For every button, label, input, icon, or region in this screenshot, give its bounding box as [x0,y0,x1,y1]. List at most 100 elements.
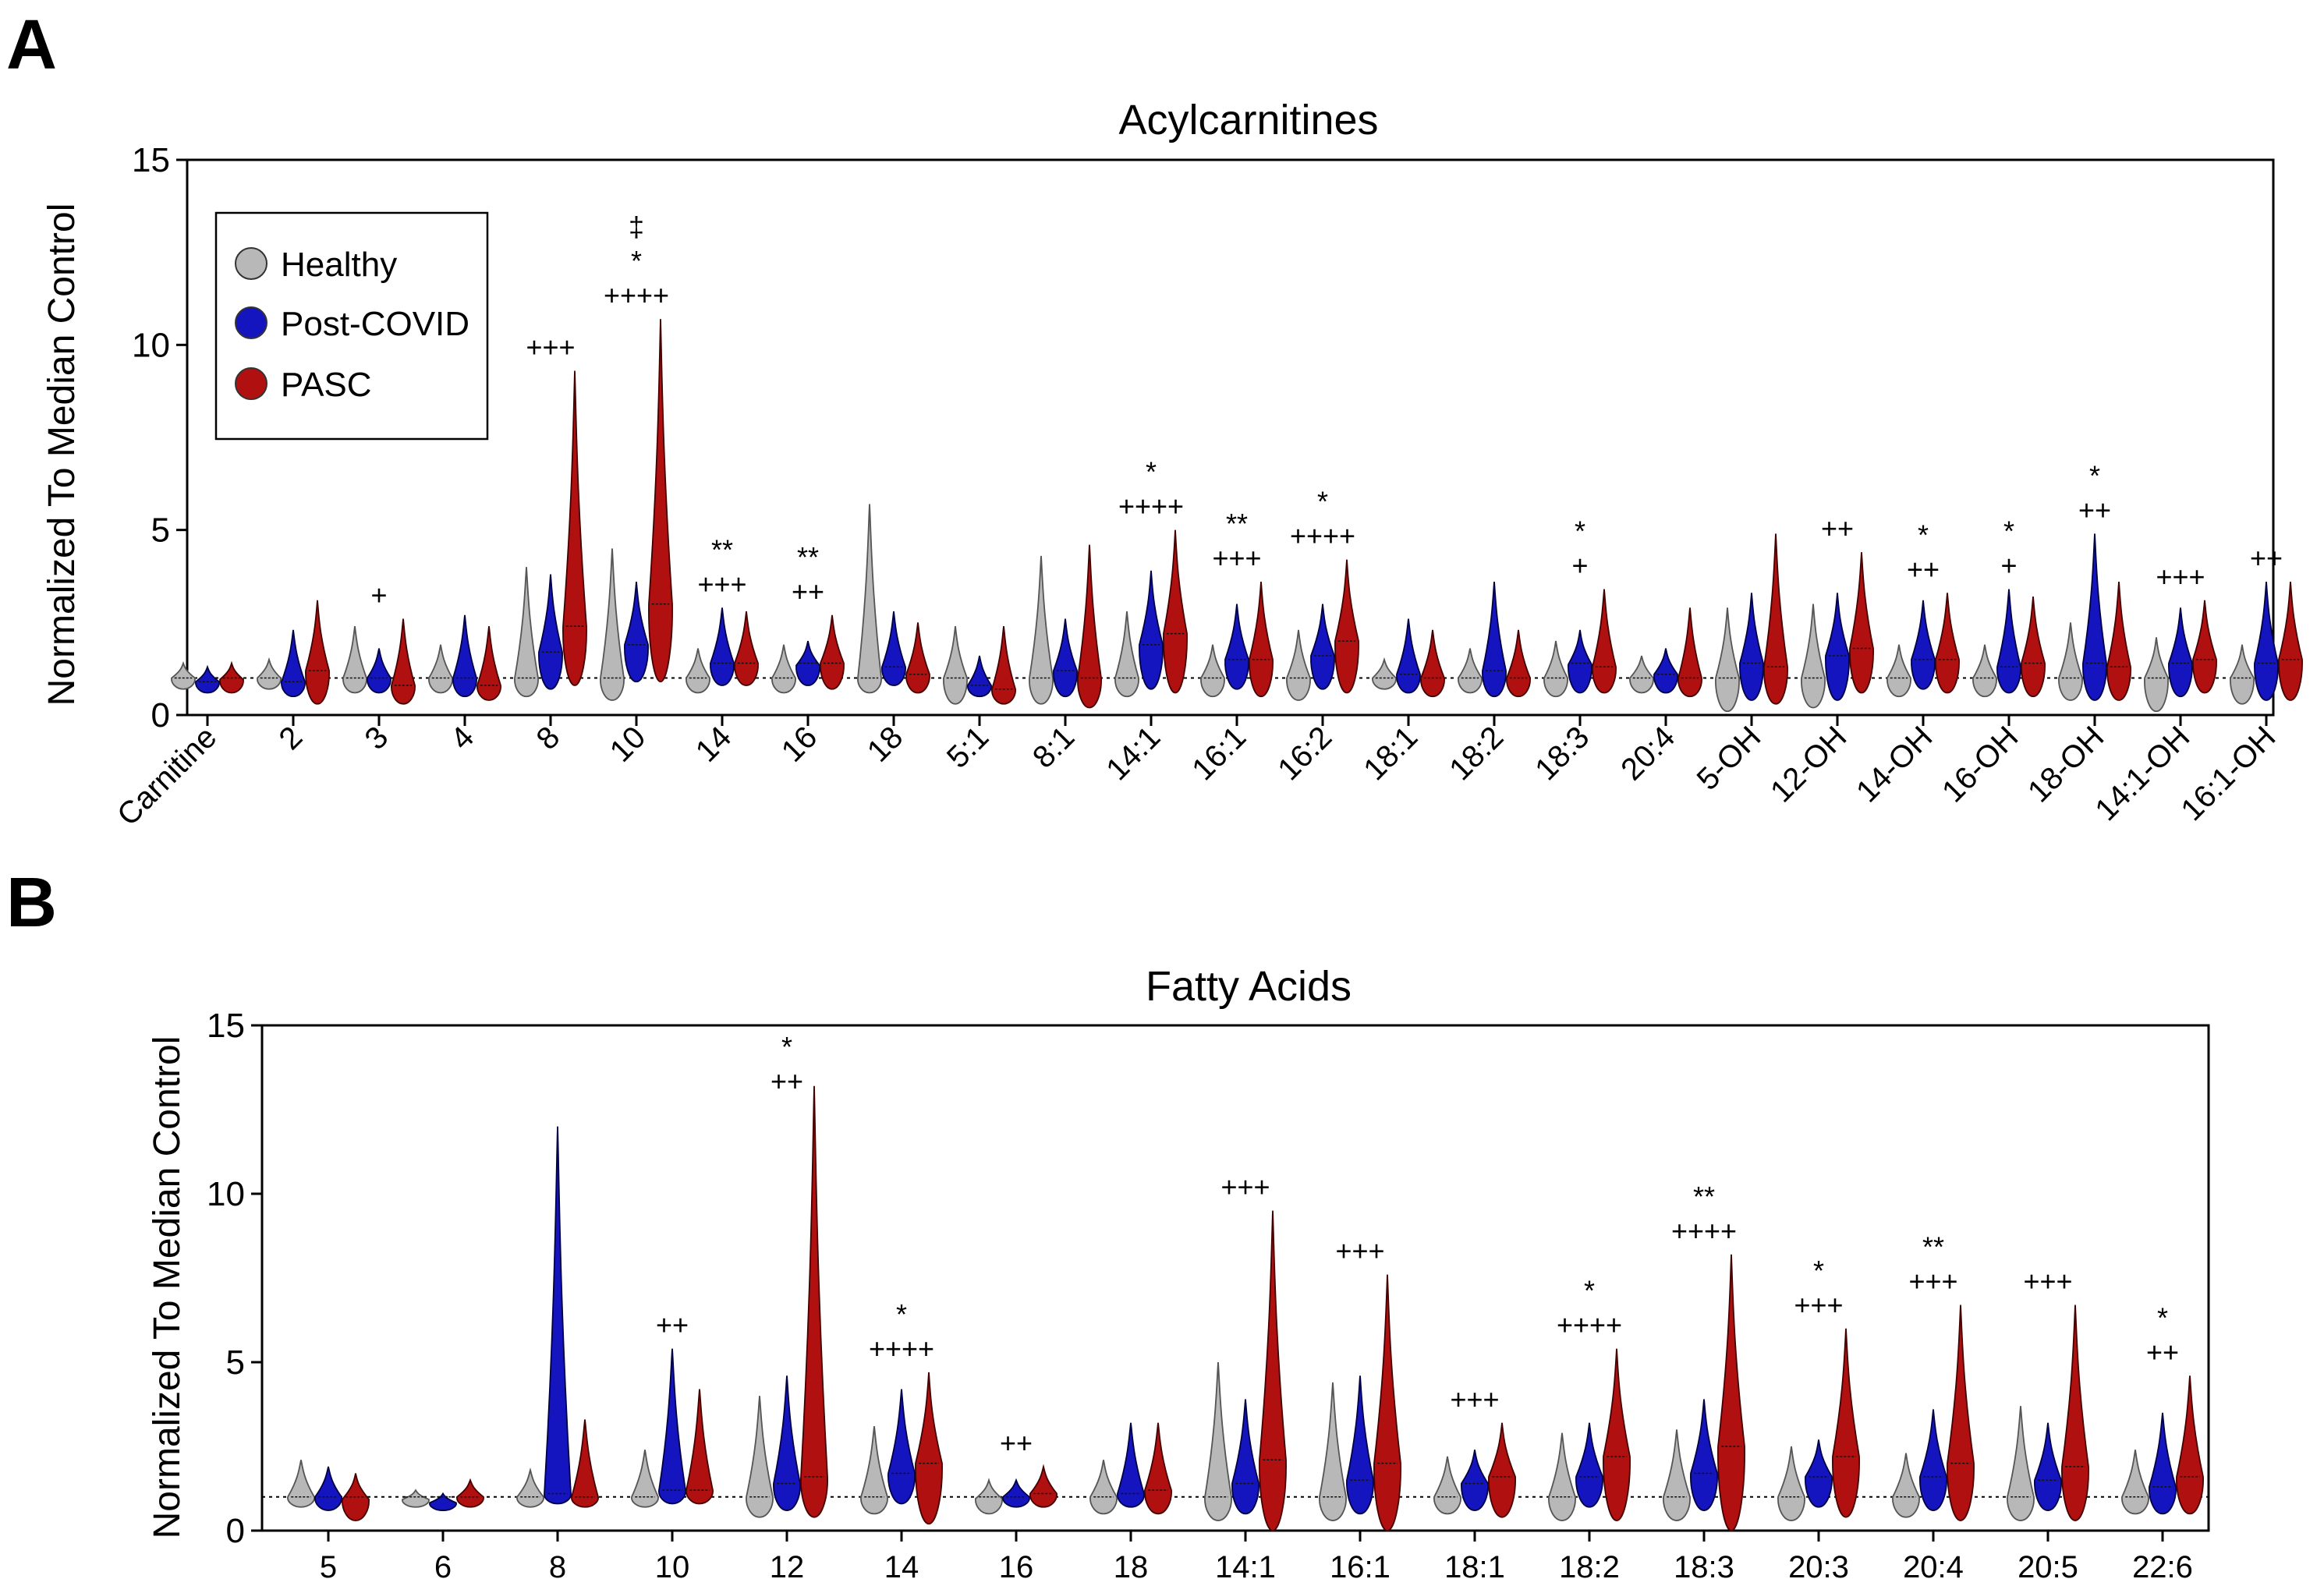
panel-a-annotation-10: ‡ [629,211,644,242]
panel-b-x-tick-label-8: 8 [549,1550,566,1584]
panel-a-x-tick-label-20-4: 20:4 [1614,720,1681,787]
panel-a-violin-healthy-8-1 [1029,555,1054,705]
panel-a-annotation-12-oh: ++ [1821,512,1854,544]
panel-b-annotation-20-3: * [1813,1255,1824,1287]
panel-a-annotation-14-1: ++++ [1118,490,1184,522]
legend-label-healthy: Healthy [281,246,397,284]
panel-b-violin-post-covid-16 [1002,1478,1030,1508]
panel-a-annotation-16-1: ** [1226,508,1248,540]
panel-b-annotation-20-3: +++ [1794,1289,1843,1321]
panel-b-violin-pasc-8 [571,1419,599,1508]
panel-a-violin-post-covid-14-oh [1911,600,1936,690]
panel-b-violin-post-covid-6 [429,1492,457,1511]
panel-b-x-tick-label-18-2: 18:2 [1559,1550,1620,1584]
panel-a-violin-healthy-16 [771,644,796,694]
panel-b-annotation-18-1: +++ [1450,1383,1499,1415]
panel-a-x-tick-label-18: 18 [861,720,910,769]
panel-a-violin-healthy-20-4 [1629,655,1654,694]
panel-a-violin-pasc-16-1 [1249,582,1274,698]
panel-b-annotation-14: * [896,1298,907,1330]
panel-a-x-tick-label-14-1-oh: 14:1-OH [2088,720,2196,827]
panel-b-violin-post-covid-20-4 [1919,1409,1947,1511]
panel-b-x-tick-label-20-3: 20:3 [1788,1550,1849,1584]
panel-b-annotation-20-4: +++ [1908,1266,1957,1297]
panel-b-y-tick-label: 0 [226,1512,245,1550]
panel-b-x-tick-label-22-6: 22:6 [2132,1550,2193,1584]
panel-a-violin-pasc-16-1-oh [2278,582,2303,701]
panel-a-y-tick-label: 15 [132,141,170,179]
panel-a-x-tick-label-18-3: 18:3 [1529,720,1596,787]
panel-a-violin-post-covid-14 [710,607,735,686]
panel-a-annotation-14: ** [711,533,733,565]
panel-b-violin-healthy-18-2 [1548,1432,1576,1521]
panel-b-violin-pasc-6 [456,1478,484,1508]
panel-b-annotation-18-2: * [1584,1275,1595,1307]
panel-b-annotation-10: ++ [656,1309,689,1341]
panel-a-violin-post-covid-carnitine [195,664,220,694]
panel-b-annotation-20-4: ** [1922,1231,1944,1263]
panel-a-x-tick-label-16: 16 [775,720,824,769]
panel-b-violin-pasc-18 [1144,1422,1172,1515]
panel-a-violin-pasc-8 [562,370,587,686]
panel-a-violin-healthy-18-3 [1543,640,1568,698]
panel-b-x-tick-label-14: 14 [884,1550,919,1584]
panel-a-violin-healthy-12-oh [1801,604,1826,709]
panel-a-violin-post-covid-3 [367,648,391,694]
panel-b-violin-post-covid-18-2 [1575,1422,1603,1508]
panel-b-violin-post-covid-14 [887,1389,916,1505]
panel-b-x-tick-label-6: 6 [434,1550,452,1584]
panel-a-violin-healthy-18-1 [1372,657,1397,690]
panel-b-violin-post-covid-20-5 [2034,1422,2062,1511]
panel-a-annotation-14-1: * [1146,456,1157,488]
panel-b-violin-healthy-14-1 [1204,1361,1232,1521]
panel-a-annotation-10: ++++ [604,279,669,311]
panel-a-violin-post-covid-16-1 [1224,604,1249,690]
panel-a-x-tick-label-5-1: 5:1 [941,720,995,774]
panel-a-violin-post-covid-12-oh [1825,593,1850,701]
panel-a-violin-healthy-14-1 [1114,611,1139,698]
panel-b-y-axis-label: Normalized To Median Control [147,1036,188,1539]
panel-a-violin-post-covid-18 [881,611,906,686]
panel-b-violin-pasc-20-5 [2061,1304,2089,1521]
panel-a-violin-pasc-10 [648,319,673,683]
panel-a-violin-pasc-14-1 [1163,529,1188,694]
panel-b-violin-pasc-16 [1029,1464,1057,1508]
panel-a-violin-healthy-5-1 [943,625,968,705]
panel-b-violin-post-covid-18 [1117,1422,1145,1508]
panel-a-violin-post-covid-16-2 [1310,604,1335,690]
panel-b-x-tick-label-18-1: 18:1 [1444,1550,1505,1584]
panel-b-x-tick-label-10: 10 [655,1550,690,1584]
panel-a-annotation-3: + [370,579,387,611]
panel-a-x-tick-label-18-2: 18:2 [1443,720,1510,787]
panel-a-violin-pasc-14 [734,611,759,686]
panel-a-violin-post-covid-14-1-oh [2168,607,2193,698]
panel-a-annotation-16-1: +++ [1212,542,1261,574]
panel-b-violin-healthy-14 [860,1425,888,1515]
panel-a-annotation-16-2: ++++ [1290,520,1355,552]
panel-b-violin-post-covid-12 [773,1375,801,1511]
panel-a-annotation-14: +++ [697,568,746,600]
panel-b-annotation-22-6: * [2157,1301,2168,1333]
panel-b-y-tick-label: 15 [207,1007,245,1045]
panel-b-annotation-18-3: ** [1693,1181,1715,1212]
panel-a-violin-post-covid-5-1 [967,655,992,698]
panel-b-violin-post-covid-14-1 [1231,1399,1259,1515]
panel-a-y-tick-label: 0 [151,696,170,735]
panel-a-violin-post-covid-18-1 [1396,618,1421,694]
panel-a-x-tick-label-2: 2 [273,720,310,756]
panel-a-chart: Acylcarnitines Normalized To Median Cont… [41,97,2303,833]
panel-a-violin-pasc-5-oh [1763,533,1788,705]
panel-a-annotation-18-3: * [1575,515,1585,547]
panel-a-violin-healthy-4 [428,644,453,694]
panel-b-title: Fatty Acids [1146,963,1352,1010]
panel-a-violin-post-covid-16-1-oh [2254,582,2279,701]
panel-a-violin-healthy-18-oh [2058,622,2083,701]
panel-b-violin-post-covid-5 [314,1466,342,1511]
panel-a-violin-pasc-3 [391,618,416,705]
panel-b-x-tick-label-5: 5 [320,1550,337,1584]
panel-a-violin-healthy-16-oh [1972,644,1997,698]
panel-a-violin-post-covid-18-2 [1482,582,1507,698]
panel-a-annotation-14-1-oh: +++ [2156,561,2205,593]
panel-a-violin-post-covid-14-1 [1139,570,1164,690]
